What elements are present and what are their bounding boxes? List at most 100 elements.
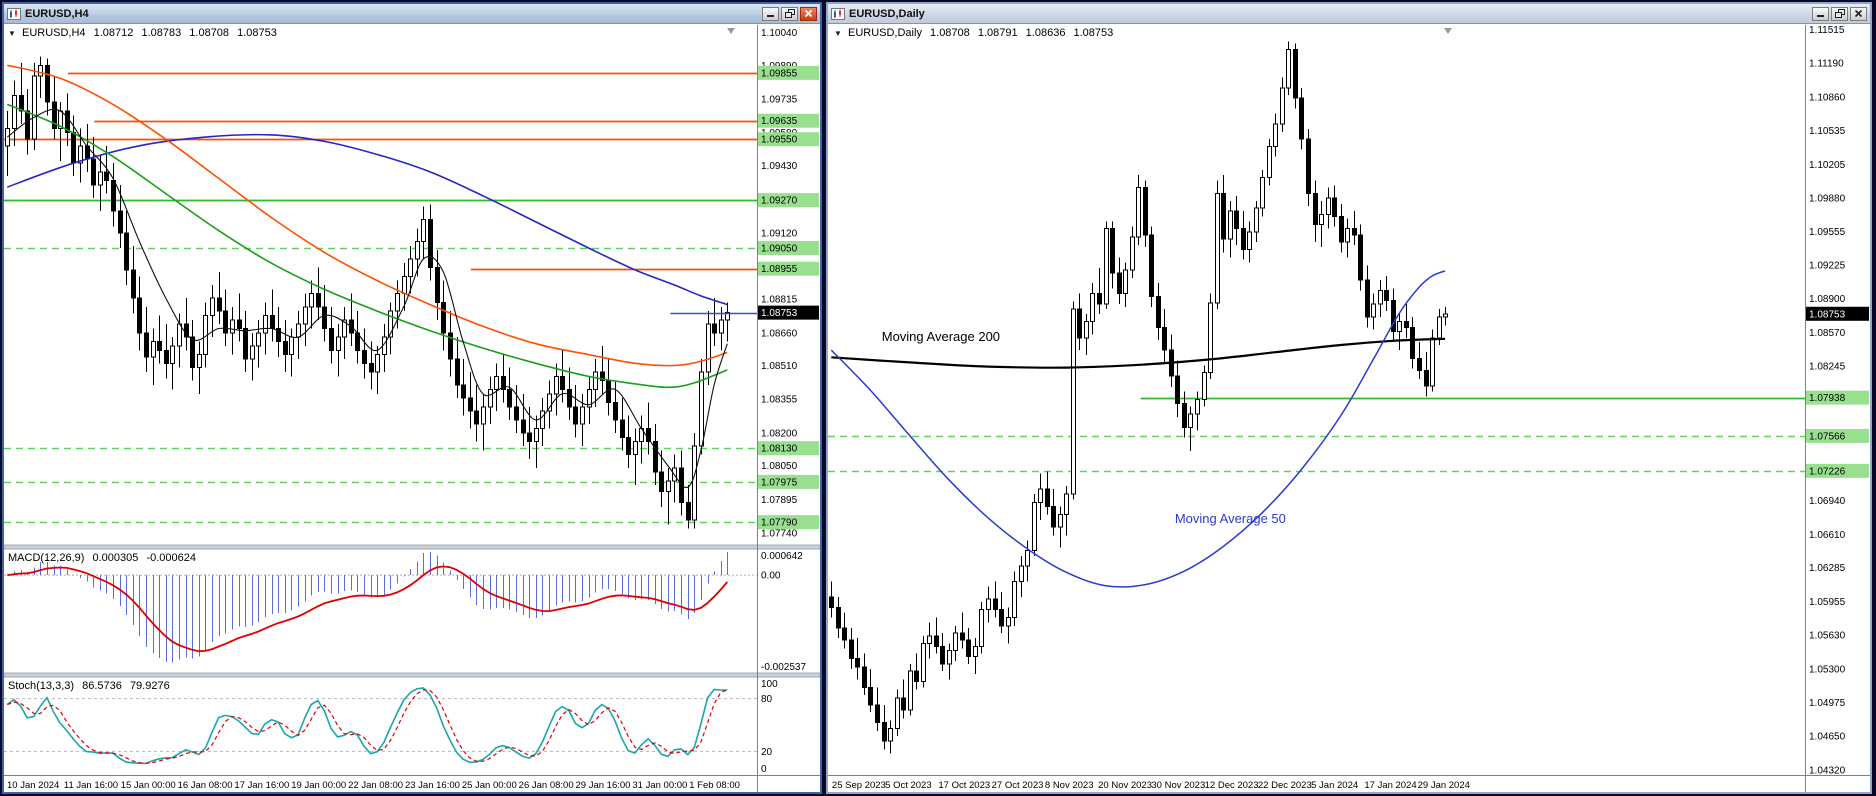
level-price-label: 1.09550 <box>761 135 798 146</box>
pane-separator[interactable] <box>4 544 820 550</box>
candle-body <box>375 354 380 373</box>
candle-body <box>719 319 724 334</box>
current-price-label-bg <box>1806 306 1869 321</box>
candle-body <box>1019 565 1024 583</box>
price-pane[interactable] <box>4 56 757 529</box>
candle-body <box>1221 193 1226 240</box>
chart-shift-marker-icon[interactable] <box>727 28 735 34</box>
level-price-label-bg <box>758 261 819 276</box>
ma50-annotation[interactable]: Moving Average 50 <box>1175 511 1286 526</box>
candle-body <box>395 293 400 312</box>
ohlc-symbol: EURUSD,Daily <box>847 27 922 39</box>
candle-body <box>468 397 473 412</box>
chart-shift-marker-icon[interactable] <box>1444 28 1452 34</box>
candle-body <box>1228 210 1233 240</box>
candle-body <box>960 632 965 641</box>
titlebar-h4[interactable]: EURUSD,H4 <box>4 4 820 24</box>
candle-body <box>137 297 142 334</box>
candle-body <box>45 64 50 103</box>
candle-body <box>157 341 162 351</box>
time-axis-label: 17 Jan 2024 <box>1364 780 1416 791</box>
candle-body <box>692 445 697 521</box>
stoch-scale-0: 0 <box>761 764 767 775</box>
candle-body <box>1397 320 1402 333</box>
candle-body <box>12 95 17 129</box>
candle-body <box>527 432 532 443</box>
price-tick-label: 1.08245 <box>1809 362 1846 373</box>
candle-body <box>829 596 834 608</box>
time-axis-label: 22 Dec 2023 <box>1258 780 1312 791</box>
chart-area-h4[interactable]: ▼ EURUSD,H4 1.08712 1.08783 1.08708 1.08… <box>4 25 820 792</box>
daily-chart-canvas[interactable]: Moving Average 200 Moving Average 50 1.115… <box>828 25 1870 792</box>
candle-body <box>554 375 559 395</box>
candle-body <box>1352 228 1357 236</box>
candle-body <box>1267 145 1272 178</box>
candle-body <box>309 293 314 308</box>
candle-body <box>1215 193 1220 304</box>
stoch-scale-80: 80 <box>761 694 773 705</box>
candle-body <box>725 312 730 321</box>
chart-icon <box>7 7 21 20</box>
price-tick-label: 1.07740 <box>761 529 798 540</box>
price-tick-label: 1.10535 <box>1809 126 1846 137</box>
price-tick-label: 1.10040 <box>761 28 798 39</box>
close-button[interactable] <box>1850 6 1867 21</box>
level-price-label: 1.08130 <box>761 444 798 455</box>
candle-body <box>402 275 407 295</box>
candle-body <box>1293 49 1298 99</box>
candle-body <box>316 293 321 308</box>
time-axis-label: 25 Jan 00:00 <box>462 780 517 791</box>
candle-body <box>289 336 294 356</box>
candle-body <box>1202 372 1207 400</box>
candle-body <box>1260 176 1265 209</box>
minimize-button[interactable] <box>1812 6 1829 21</box>
minimize-button[interactable] <box>762 6 779 21</box>
time-axis-label: 1 Feb 08:00 <box>689 780 740 791</box>
one-click-trading-arrow-icon[interactable]: ▼ <box>8 29 16 38</box>
candle-body <box>488 388 493 408</box>
ohlc-low: 1.08708 <box>189 27 230 39</box>
candle-body <box>1025 550 1030 567</box>
candle-body <box>560 375 565 390</box>
candle-body <box>1384 289 1389 302</box>
one-click-trading-arrow-icon[interactable]: ▼ <box>834 29 842 38</box>
price-pane[interactable] <box>828 41 1805 754</box>
time-axis-label: 5 Jan 2024 <box>1311 780 1358 791</box>
pane-separator[interactable] <box>4 672 820 678</box>
candle-body <box>144 332 149 358</box>
candle-body <box>441 301 446 334</box>
chart-icon <box>831 7 845 20</box>
candle-body <box>836 606 841 629</box>
candle-body <box>501 375 506 390</box>
candle-body <box>908 670 913 711</box>
candle-body <box>914 670 919 682</box>
candle-body <box>52 101 57 129</box>
candle-body <box>1365 279 1370 318</box>
h4-chart-canvas[interactable]: 0.000642 0.00 -0.002537 100 80 20 0 1.10040 1.09… <box>4 25 820 792</box>
close-button[interactable] <box>800 6 817 21</box>
macd-scale-max: 0.000642 <box>761 551 803 562</box>
price-tick-label: 1.06940 <box>1809 496 1846 507</box>
ohlc-close: 1.08753 <box>1073 27 1114 39</box>
restore-button[interactable] <box>1831 6 1848 21</box>
candle-body <box>626 436 631 456</box>
level-price-label: 1.09270 <box>761 196 798 207</box>
time-axis-label: 30 Nov 2023 <box>1151 780 1205 791</box>
ma200-annotation[interactable]: Moving Average 200 <box>882 329 1000 344</box>
candle-body <box>342 319 347 338</box>
ma-50-line <box>830 270 1446 588</box>
chart-area-daily[interactable]: ▼ EURUSD,Daily 1.08708 1.08791 1.08636 1… <box>828 25 1870 792</box>
candle-body <box>699 371 704 447</box>
candle-body <box>71 132 76 164</box>
stoch-label: Stoch(13,3,3) <box>8 680 75 692</box>
candle-body <box>1306 138 1311 195</box>
titlebar-daily[interactable]: EURUSD,Daily <box>828 4 1870 24</box>
level-price-label: 1.07790 <box>761 518 798 529</box>
candle-body <box>593 371 598 390</box>
restore-button[interactable] <box>781 6 798 21</box>
macd-scale-min: -0.002537 <box>761 662 806 673</box>
candle-body <box>659 471 664 493</box>
candle-body <box>78 145 83 164</box>
time-axis-label: 31 Jan 00:00 <box>632 780 687 791</box>
candle-body <box>1162 326 1167 351</box>
